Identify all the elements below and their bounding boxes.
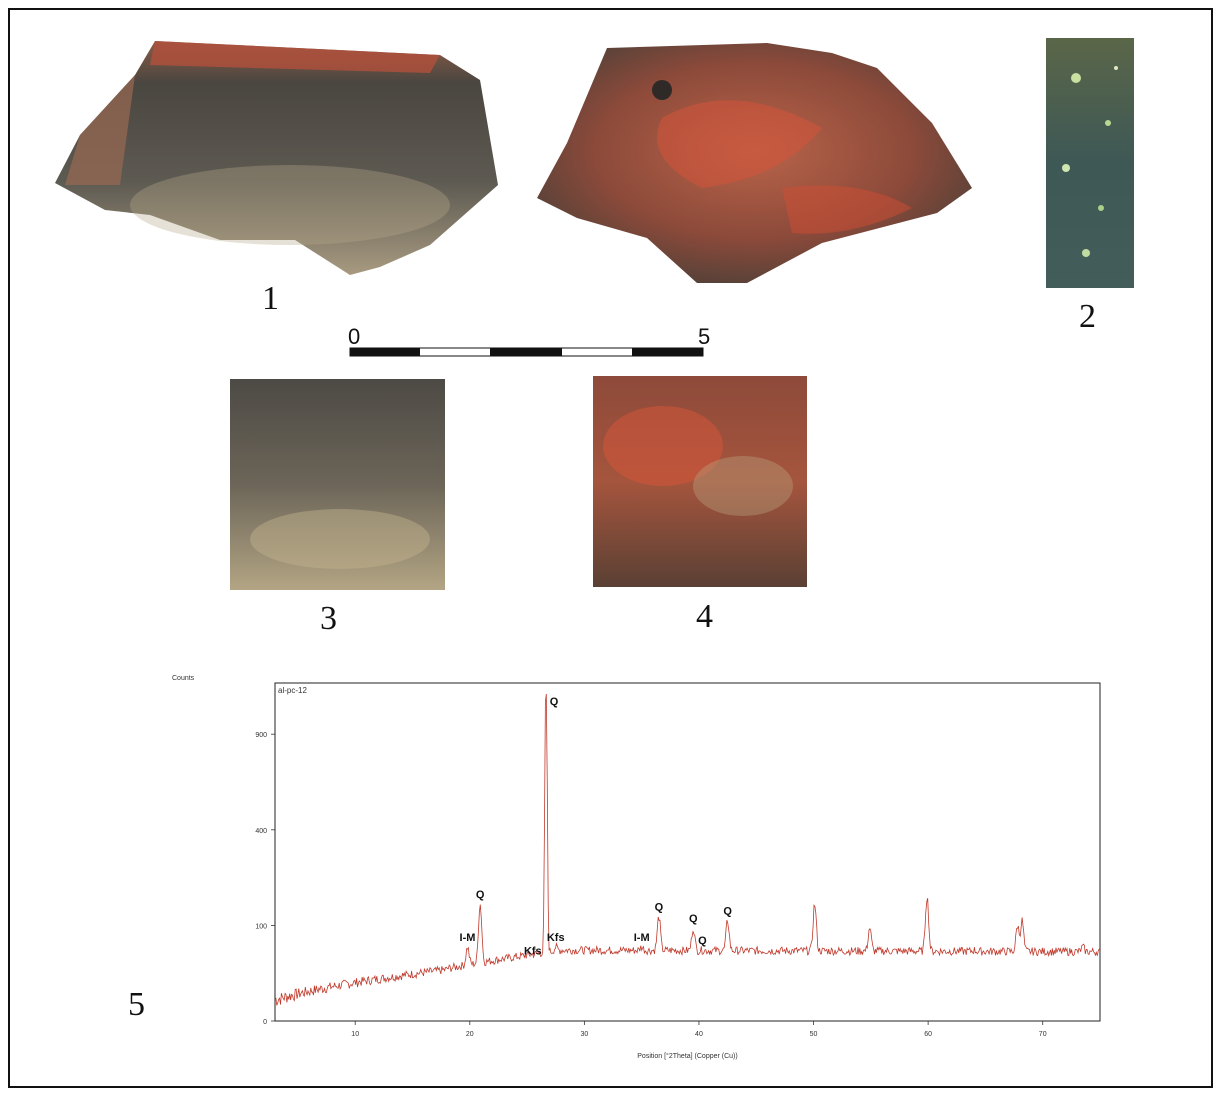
peak-label: I-M xyxy=(634,932,650,944)
y-tick-label: 100 xyxy=(255,923,267,930)
x-tick-label: 50 xyxy=(810,1031,818,1038)
detail-3-photo xyxy=(230,379,445,590)
x-tick-label: 60 xyxy=(924,1031,932,1038)
scale-bar: 0 5 xyxy=(348,324,710,357)
x-tick-label: 20 xyxy=(466,1031,474,1038)
thin-section-2-photo xyxy=(1046,38,1134,288)
sherd-1-outer-photo xyxy=(537,43,972,283)
peak-label: Kfs xyxy=(524,946,542,958)
y-tick-label: 0 xyxy=(263,1019,267,1026)
peak-label: Q xyxy=(655,901,664,913)
xrd-chart: al-pc-12 Counts Position [°2Theta] (Copper… xyxy=(172,675,1101,1060)
y-tick-label: 900 xyxy=(255,732,267,739)
x-tick-label: 40 xyxy=(695,1031,703,1038)
label-4: 4 xyxy=(696,598,713,635)
x-axis-label: Position [°2Theta] (Copper (Cu)) xyxy=(637,1052,737,1060)
label-1: 1 xyxy=(262,280,279,317)
peak-label: I-M xyxy=(460,932,476,944)
peak-label: Q xyxy=(723,906,732,918)
scale-end-label: 5 xyxy=(698,324,710,349)
label-3: 3 xyxy=(320,600,337,637)
x-tick-label: 10 xyxy=(351,1031,359,1038)
peak-label: Q xyxy=(698,935,707,947)
y-axis-label: Counts xyxy=(172,675,195,682)
figure-frame xyxy=(8,8,1213,1088)
plot-area xyxy=(274,682,1101,1022)
label-5: 5 xyxy=(128,986,145,1023)
peak-label: Kfs xyxy=(547,932,565,944)
y-tick-label: 400 xyxy=(255,828,267,835)
label-2: 2 xyxy=(1079,298,1096,335)
sherd-1-inner-photo xyxy=(55,41,498,275)
peak-label: Q xyxy=(689,913,698,925)
xrd-spectrum-line xyxy=(274,693,1101,1006)
detail-4-photo xyxy=(593,376,807,587)
scale-start-label: 0 xyxy=(348,324,360,349)
peak-label: Q xyxy=(476,889,485,901)
x-tick-label: 30 xyxy=(580,1031,588,1038)
x-tick-label: 70 xyxy=(1039,1031,1047,1038)
chart-title: al-pc-12 xyxy=(278,686,307,695)
peak-label: Q xyxy=(550,696,559,708)
